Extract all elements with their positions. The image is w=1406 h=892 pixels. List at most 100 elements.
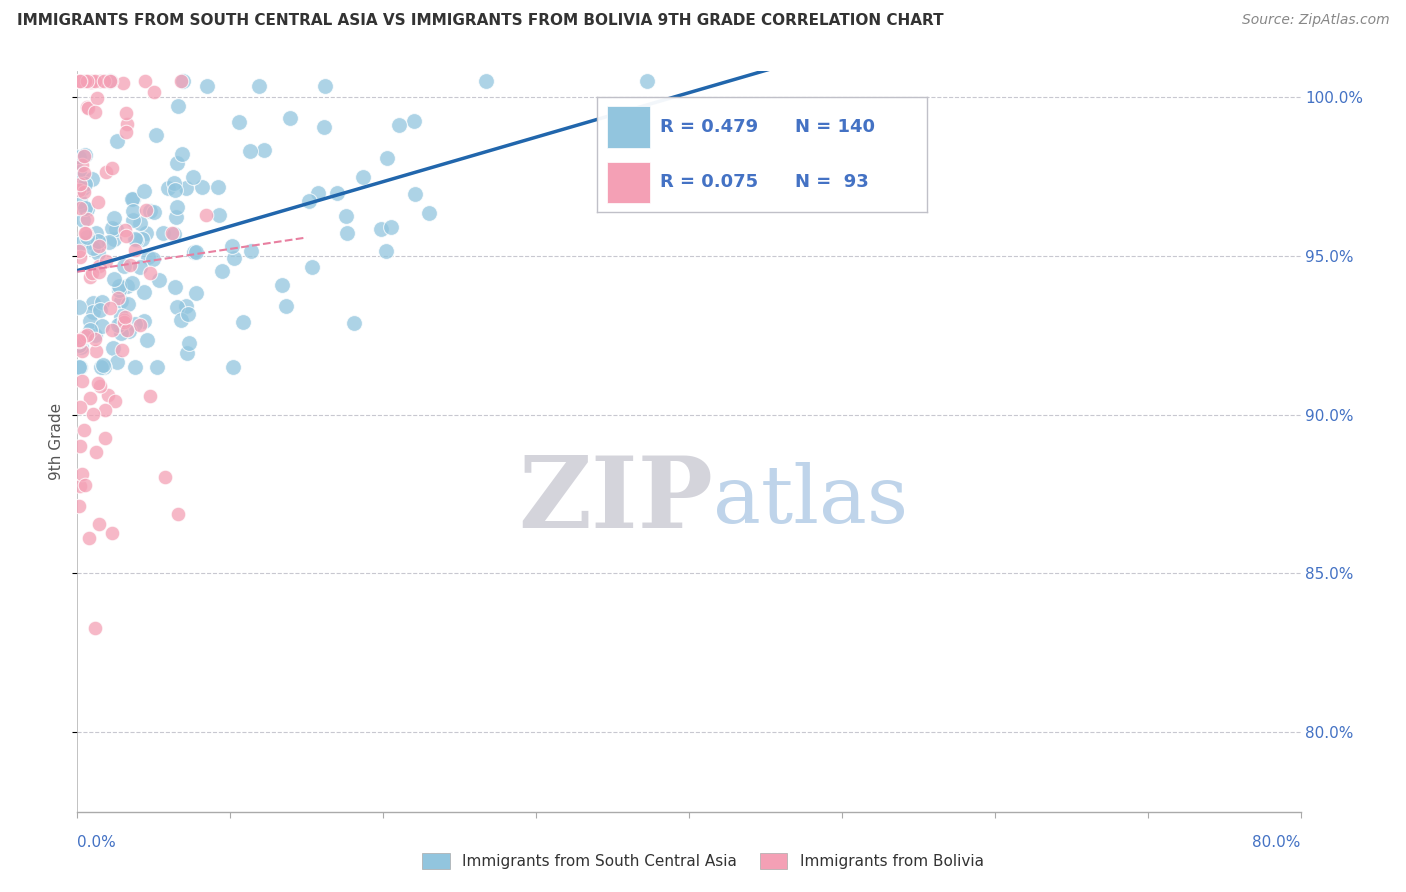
Point bbox=[139, 204, 162, 219]
Point bbox=[89, 516, 111, 531]
Point bbox=[82, 241, 104, 255]
Point bbox=[73, 74, 96, 88]
Point bbox=[105, 134, 128, 148]
Point bbox=[100, 74, 122, 88]
Point bbox=[80, 172, 103, 186]
Point bbox=[67, 337, 90, 351]
Point bbox=[103, 211, 125, 226]
Point bbox=[124, 318, 146, 332]
Point bbox=[72, 374, 94, 388]
Point bbox=[69, 359, 91, 374]
Point bbox=[253, 144, 276, 158]
Point bbox=[79, 323, 101, 337]
Point bbox=[352, 170, 374, 185]
Point bbox=[153, 470, 176, 484]
Point bbox=[122, 212, 145, 227]
Point bbox=[79, 391, 101, 405]
Point bbox=[174, 181, 197, 195]
Point bbox=[86, 91, 108, 105]
Point bbox=[176, 307, 198, 321]
Point bbox=[76, 101, 98, 115]
Point bbox=[82, 296, 104, 310]
Point bbox=[72, 149, 94, 163]
Point bbox=[186, 285, 208, 300]
Point bbox=[70, 343, 93, 358]
Point bbox=[101, 341, 124, 355]
Point bbox=[298, 194, 321, 208]
Point bbox=[114, 125, 136, 139]
Point bbox=[98, 301, 121, 316]
Point bbox=[111, 343, 134, 358]
Point bbox=[165, 210, 187, 224]
Point bbox=[97, 235, 120, 249]
Point bbox=[70, 169, 93, 184]
Point bbox=[69, 201, 91, 215]
Point bbox=[418, 205, 440, 219]
Y-axis label: 9th Grade: 9th Grade bbox=[49, 403, 65, 480]
Point bbox=[76, 202, 98, 217]
Point bbox=[114, 223, 136, 237]
Point bbox=[195, 78, 218, 93]
Point bbox=[142, 252, 165, 267]
Point bbox=[72, 213, 94, 227]
Point bbox=[375, 151, 398, 165]
Point bbox=[82, 305, 104, 319]
Point bbox=[169, 74, 191, 88]
Point bbox=[124, 243, 146, 257]
Point bbox=[69, 250, 91, 264]
Point bbox=[121, 192, 143, 206]
Legend: Immigrants from South Central Asia, Immigrants from Bolivia: Immigrants from South Central Asia, Immi… bbox=[416, 847, 990, 875]
Point bbox=[69, 177, 91, 191]
Point bbox=[111, 76, 134, 90]
Point bbox=[89, 302, 111, 317]
Point bbox=[69, 340, 91, 354]
Point bbox=[143, 85, 166, 99]
Point bbox=[83, 621, 105, 635]
Point bbox=[105, 355, 128, 369]
Point bbox=[314, 79, 336, 94]
Point bbox=[115, 323, 138, 337]
Point bbox=[208, 208, 231, 222]
Point bbox=[388, 118, 411, 132]
Point bbox=[307, 186, 329, 200]
Point bbox=[370, 221, 392, 235]
Point bbox=[69, 479, 91, 493]
Point bbox=[183, 244, 205, 259]
Point bbox=[91, 318, 114, 333]
Text: Source: ZipAtlas.com: Source: ZipAtlas.com bbox=[1241, 13, 1389, 28]
Point bbox=[98, 74, 121, 88]
Point bbox=[107, 279, 129, 293]
Point bbox=[75, 148, 97, 162]
Point bbox=[94, 165, 117, 179]
Point bbox=[222, 252, 245, 266]
Point bbox=[103, 232, 125, 246]
Point bbox=[166, 300, 188, 314]
Point bbox=[94, 402, 117, 417]
Point bbox=[114, 310, 136, 324]
Point bbox=[73, 423, 96, 437]
Point bbox=[79, 531, 101, 545]
Point bbox=[114, 105, 136, 120]
Point bbox=[172, 74, 194, 88]
Point bbox=[163, 227, 186, 241]
Point bbox=[166, 507, 188, 521]
Point bbox=[87, 246, 110, 260]
Point bbox=[101, 161, 124, 175]
Point bbox=[79, 235, 101, 249]
Point bbox=[67, 499, 90, 513]
Point bbox=[73, 166, 96, 180]
Point bbox=[107, 318, 129, 333]
Point bbox=[70, 467, 93, 481]
Text: ZIP: ZIP bbox=[519, 452, 713, 549]
Point bbox=[70, 158, 93, 172]
Point bbox=[69, 74, 91, 88]
Point bbox=[112, 314, 135, 328]
Point bbox=[380, 219, 402, 234]
Point bbox=[110, 310, 132, 324]
Point bbox=[75, 329, 97, 343]
Point bbox=[101, 526, 124, 541]
Point bbox=[98, 74, 121, 88]
Point bbox=[112, 259, 135, 273]
Point bbox=[89, 379, 111, 393]
Point bbox=[122, 192, 145, 206]
